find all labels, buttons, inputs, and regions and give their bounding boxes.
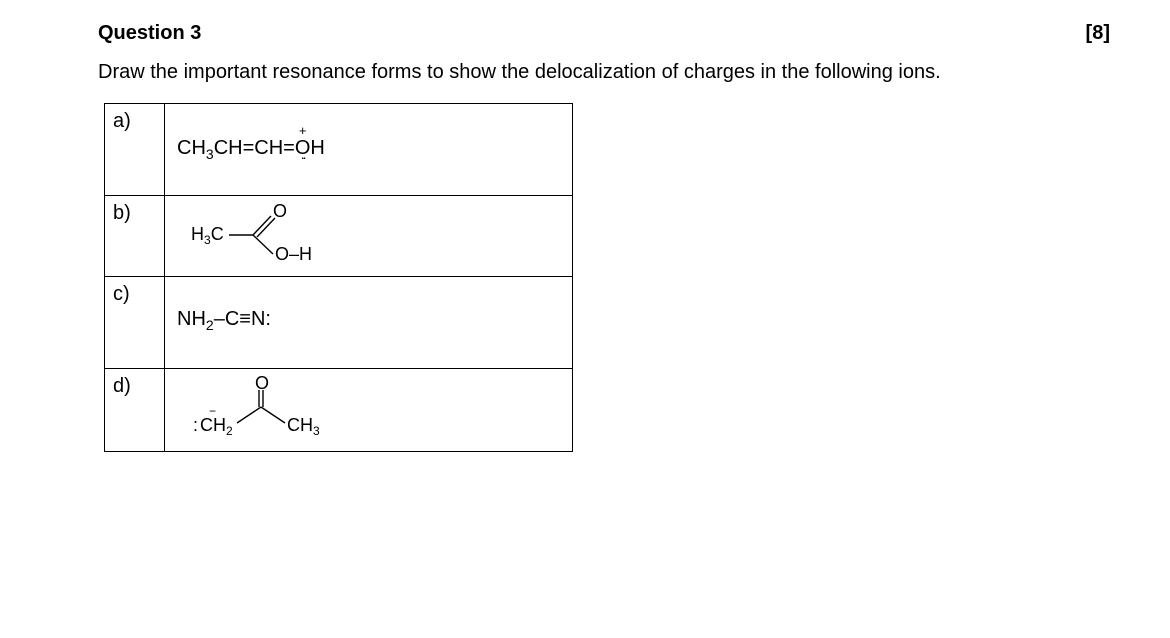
page: Question 3 [8] Draw the important resona… [0,0,1170,452]
question-prompt: Draw the important resonance forms to sh… [98,55,1110,89]
fc-c: C [225,308,239,330]
formula-d-svg: − :CH2 O CH3 [173,375,393,441]
row-label-c: c) [105,277,165,369]
formula-c: NH2–C≡N: [173,283,564,332]
row-label-b: b) [105,196,165,277]
table-row: c) NH2–C≡N: [105,277,573,369]
table-row: b) H3C O O–H [105,196,573,277]
fd-o: O [255,375,269,393]
fa-pre: CH [177,137,206,159]
fc-dash: – [214,308,225,330]
fc-nh: NH [177,308,206,330]
fa-post: H [310,137,324,159]
fa-dots: .. [301,147,305,161]
row-content-d: − :CH2 O CH3 [165,369,573,452]
fb-h3c: H3C [191,224,224,247]
fb-bond-oh [253,235,273,254]
header-row: Question 3 [8] [98,22,1110,45]
row-content-a: CH3CH=CH=+O..H [165,104,573,196]
row-label-a: a) [105,104,165,196]
row-content-c: NH2–C≡N: [165,277,573,369]
fa-sub1: 3 [206,146,214,162]
fb-oh: O–H [275,244,312,264]
fc-triple: ≡ [239,308,251,330]
fa-plus: + [299,124,307,137]
fd-bond1 [237,407,261,423]
fa-o-stack: +O.. [295,138,311,158]
fc-n: N: [251,308,271,330]
row-content-b: H3C O O–H [165,196,573,277]
fb-o-top: O [273,202,287,221]
question-marks: [8] [1086,22,1110,45]
table-row: d) − :CH2 O [105,369,573,452]
fd-ch3: CH3 [287,415,320,438]
formula-b-svg: H3C O O–H [173,202,373,266]
table-row: a) CH3CH=CH=+O..H [105,104,573,196]
row-label-d: d) [105,369,165,452]
fa-mid: CH=CH= [214,137,295,159]
question-table: a) CH3CH=CH=+O..H b) H3C [104,103,573,452]
question-title: Question 3 [98,22,201,45]
fd-ch2: :CH2 [193,415,233,438]
formula-a: CH3CH=CH=+O..H [173,110,564,161]
fd-bond2 [261,407,285,423]
fc-sub2: 2 [206,317,214,333]
